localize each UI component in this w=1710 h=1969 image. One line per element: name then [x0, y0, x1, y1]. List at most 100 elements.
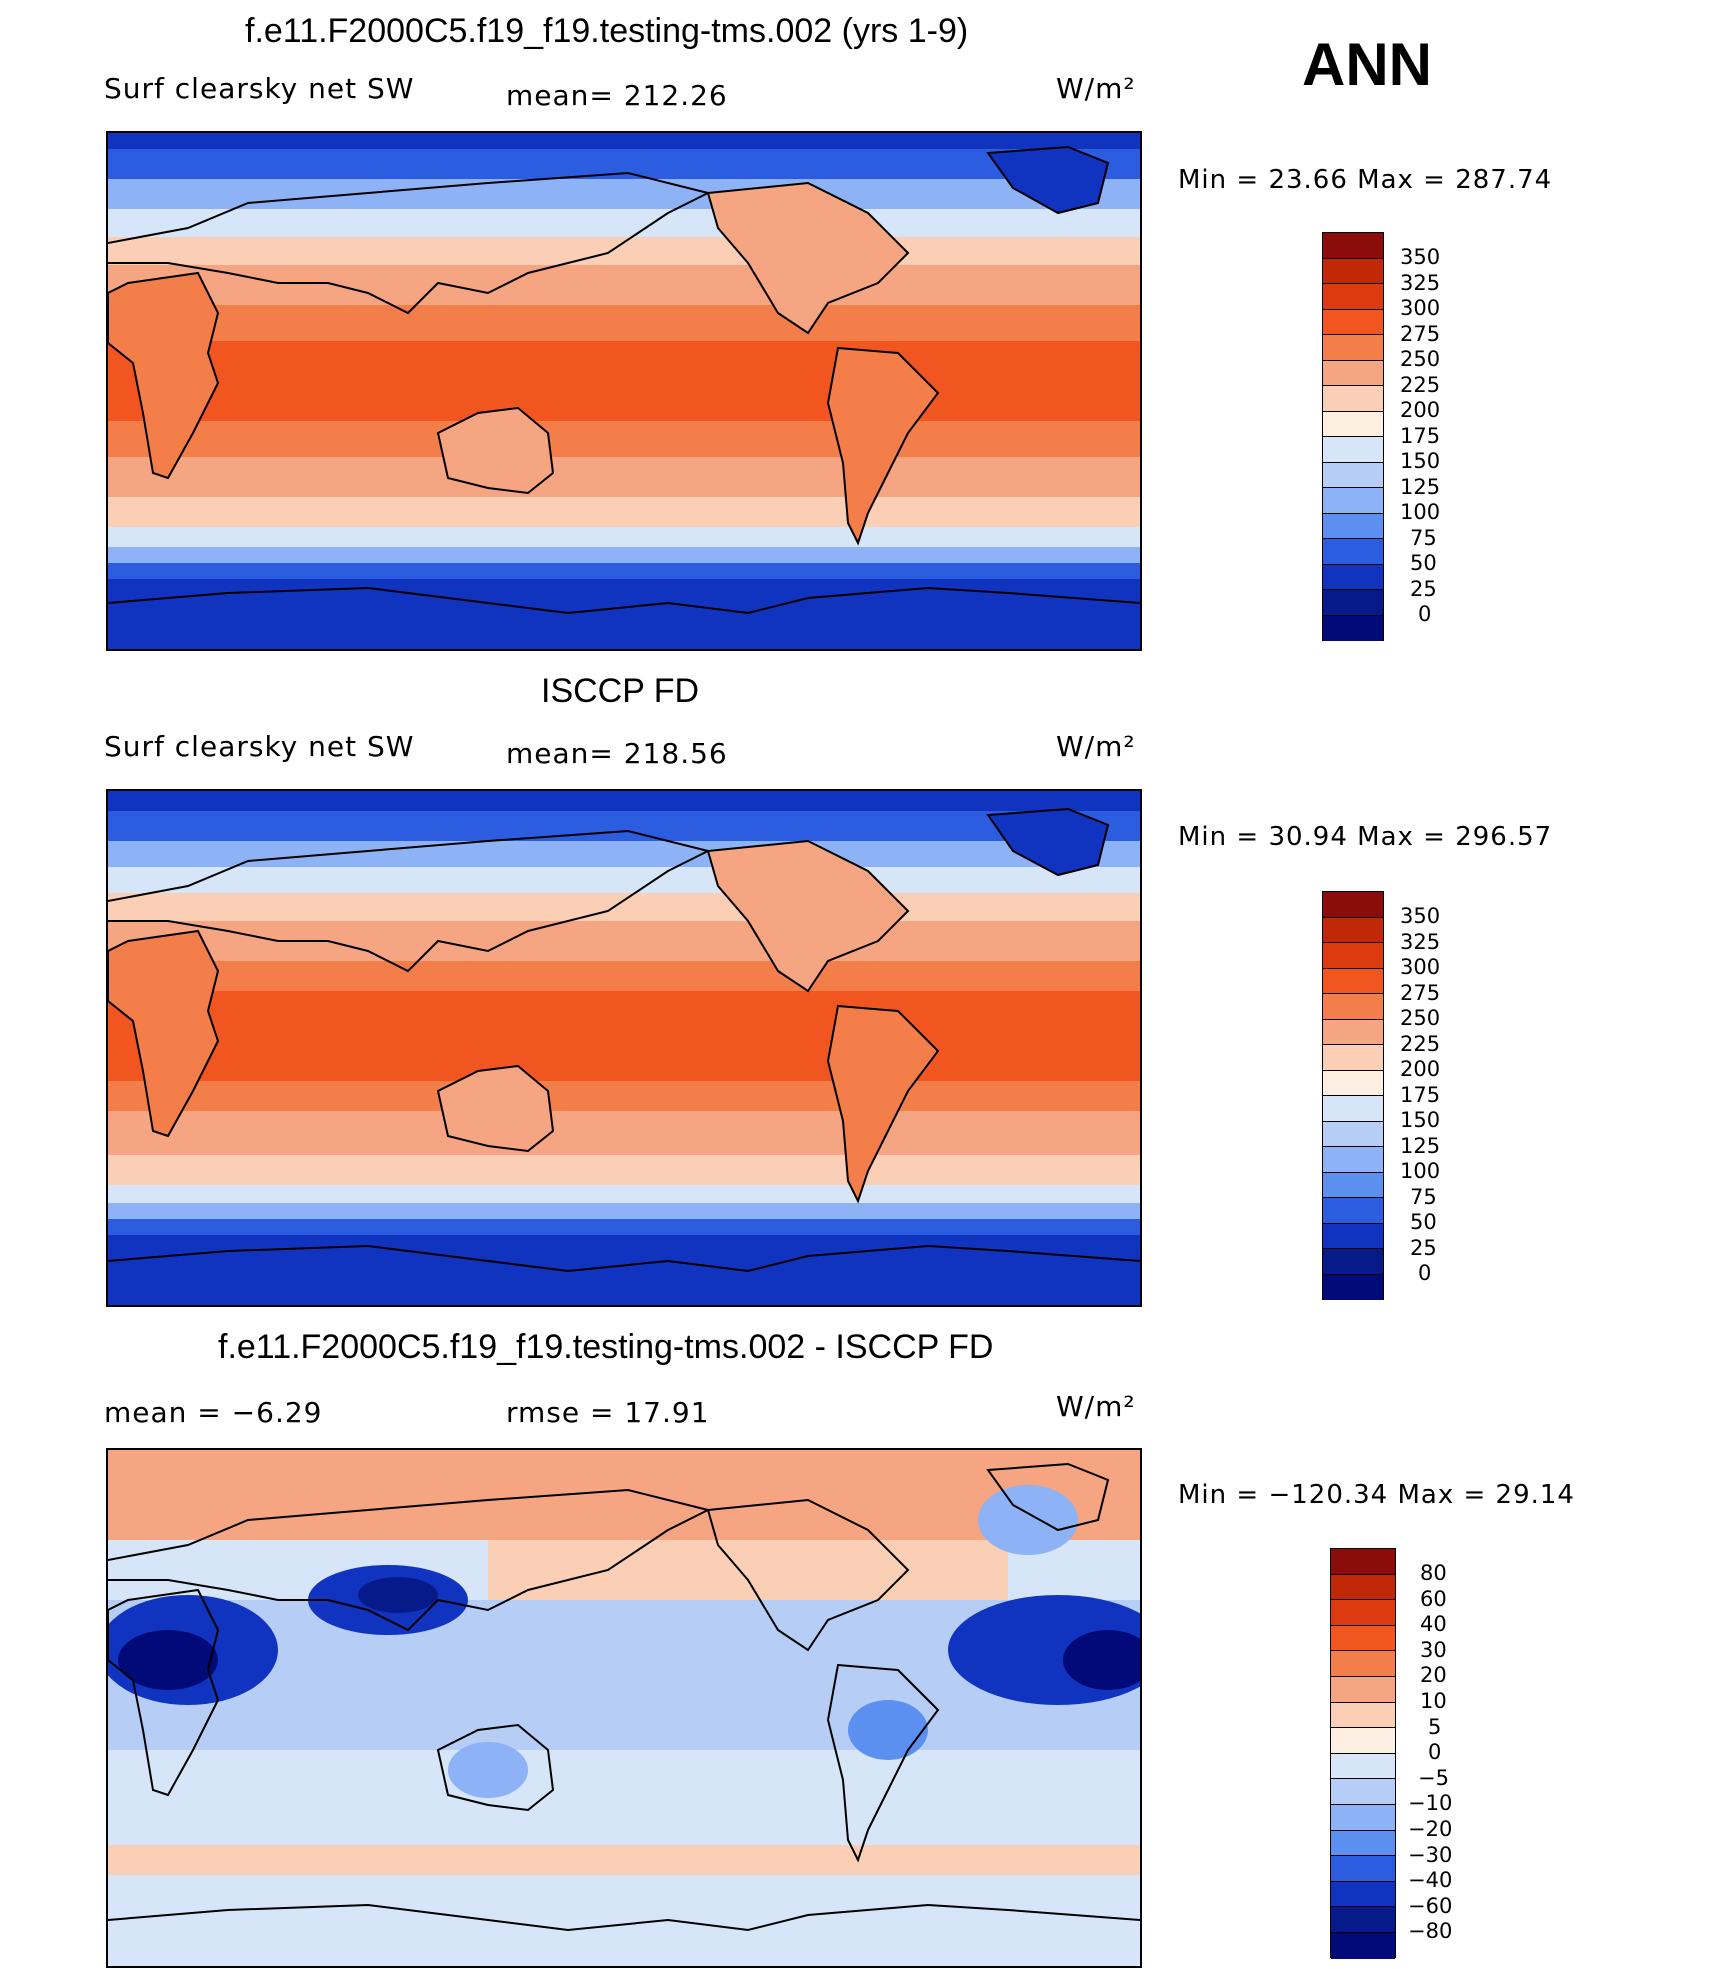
colorbar-label: 0: [1418, 1261, 1432, 1285]
panel2-title: ISCCP FD: [541, 672, 700, 710]
colorbar-label: 25: [1410, 576, 1437, 601]
panel3-colorbar-swatch: [1331, 1574, 1395, 1601]
panel3-colorbar-swatch: [1331, 1804, 1395, 1831]
panel1-colorbar-swatch: [1323, 360, 1383, 386]
panel2-colorbar: [1322, 891, 1384, 1300]
panel2-colorbar-swatch: [1323, 968, 1383, 994]
panel2-colorbar-swatch: [1323, 1096, 1383, 1122]
colorbar-label: 100: [1400, 500, 1441, 524]
panel1-colorbar-swatch: [1323, 564, 1383, 590]
colorbar-label: 75: [1410, 1184, 1437, 1209]
colorbar-label: 125: [1400, 474, 1441, 499]
panel3-colorbar-swatch: [1331, 1549, 1395, 1575]
colorbar-label: −5: [1418, 1765, 1449, 1790]
colorbar-label: 75: [1410, 525, 1437, 550]
panel3-mean: mean = −6.29: [104, 1396, 323, 1429]
panel1-colorbar-swatch: [1323, 335, 1383, 361]
colorbar-label: 225: [1400, 1031, 1441, 1056]
panel3-colorbar: [1330, 1548, 1396, 1959]
panel1-map-svg: [108, 133, 1140, 649]
panel2-map: [106, 789, 1142, 1307]
colorbar-label: 300: [1400, 296, 1441, 320]
panel2-colorbar-swatch: [1323, 1147, 1383, 1173]
panel1-colorbar-swatch: [1323, 462, 1383, 488]
colorbar-label: 350: [1400, 904, 1441, 928]
panel2-colorbar-swatch: [1323, 892, 1383, 918]
colorbar-label: 225: [1400, 372, 1441, 397]
colorbar-label: 275: [1400, 980, 1441, 1005]
colorbar-label: 150: [1400, 1108, 1441, 1132]
colorbar-label: 30: [1420, 1637, 1447, 1662]
colorbar-label: 80: [1420, 1561, 1447, 1585]
colorbar-label: 325: [1400, 929, 1441, 954]
colorbar-label: 300: [1400, 955, 1441, 979]
panel3-rmse: rmse = 17.91: [506, 1396, 710, 1429]
panel2-colorbar-swatch: [1323, 1045, 1383, 1071]
panel1-colorbar-swatch: [1323, 309, 1383, 335]
panel1-colorbar-swatch: [1323, 411, 1383, 437]
panel1-units: W/m²: [1056, 72, 1136, 105]
colorbar-label: 125: [1400, 1133, 1441, 1158]
panel3-colorbar-swatch: [1331, 1830, 1395, 1857]
colorbar-label: 325: [1400, 270, 1441, 295]
panel2-colorbar-swatch: [1323, 943, 1383, 969]
panel2-colorbar-swatch: [1323, 994, 1383, 1020]
panel2-mean: mean= 218.56: [506, 737, 728, 770]
panel2-colorbar-swatch: [1323, 1121, 1383, 1147]
panel3-colorbar-swatch: [1331, 1881, 1395, 1908]
panel1-minmax: Min = 23.66 Max = 287.74: [1178, 165, 1553, 195]
panel1-colorbar-swatch: [1323, 488, 1383, 514]
panel2-colorbar-swatch: [1323, 1198, 1383, 1224]
panel2-units: W/m²: [1056, 730, 1136, 763]
panel1-colorbar-swatch: [1323, 539, 1383, 565]
panel1-colorbar-swatch: [1323, 233, 1383, 259]
colorbar-label: −60: [1408, 1893, 1453, 1918]
panel2-colorbar-swatch: [1323, 1274, 1383, 1300]
panel2-minmax: Min = 30.94 Max = 296.57: [1178, 822, 1553, 852]
panel1-title: f.e11.F2000C5.f19_f19.testing-tms.002 (y…: [245, 12, 969, 50]
colorbar-label: 250: [1400, 347, 1441, 371]
panel3-colorbar-swatch: [1331, 1728, 1395, 1754]
panel2-variable: Surf clearsky net SW: [104, 730, 415, 763]
colorbar-label: 350: [1400, 245, 1441, 269]
panel1-colorbar-swatch: [1323, 284, 1383, 310]
panel1-colorbar-swatch: [1323, 386, 1383, 412]
colorbar-label: 200: [1400, 1057, 1441, 1081]
panel1-variable: Surf clearsky net SW: [104, 72, 415, 105]
panel3-colorbar-swatch: [1331, 1651, 1395, 1677]
colorbar-label: −40: [1408, 1868, 1453, 1893]
colorbar-label: 0: [1428, 1740, 1442, 1765]
colorbar-label: 200: [1400, 398, 1441, 422]
colorbar-label: 250: [1400, 1006, 1441, 1030]
colorbar-label: 60: [1420, 1586, 1447, 1611]
colorbar-label: 0: [1418, 602, 1432, 626]
colorbar-label: 175: [1400, 423, 1441, 448]
panel3-colorbar-swatch: [1331, 1779, 1395, 1805]
colorbar-label: −30: [1408, 1842, 1453, 1867]
panel2-map-svg: [108, 791, 1140, 1305]
panel3-colorbar-swatch: [1331, 1932, 1395, 1959]
colorbar-label: 275: [1400, 321, 1441, 346]
panel2-colorbar-swatch: [1323, 1249, 1383, 1275]
colorbar-label: 100: [1400, 1159, 1441, 1183]
panel3-colorbar-swatch: [1331, 1702, 1395, 1729]
colorbar-label: 10: [1420, 1689, 1447, 1713]
panel3-units: W/m²: [1056, 1390, 1136, 1423]
colorbar-label: 50: [1410, 1210, 1437, 1234]
panel1-colorbar-swatch: [1323, 615, 1383, 641]
panel3-colorbar-swatch: [1331, 1753, 1395, 1780]
colorbar-label: 25: [1410, 1235, 1437, 1260]
panel3-map: [106, 1448, 1142, 1968]
panel1-colorbar-swatch: [1323, 258, 1383, 284]
panel3-colorbar-swatch: [1331, 1907, 1395, 1933]
season-label: ANN: [1302, 31, 1432, 98]
panel3-colorbar-swatch: [1331, 1676, 1395, 1703]
panel1-colorbar-swatch: [1323, 437, 1383, 463]
panel2-colorbar-swatch: [1323, 1172, 1383, 1198]
panel3-colorbar-swatch: [1331, 1856, 1395, 1882]
panel3-colorbar-swatch: [1331, 1600, 1395, 1626]
colorbar-label: 20: [1420, 1663, 1447, 1688]
panel1-colorbar-swatch: [1323, 513, 1383, 539]
colorbar-label: −10: [1408, 1791, 1453, 1816]
panel2-colorbar-swatch: [1323, 1223, 1383, 1249]
